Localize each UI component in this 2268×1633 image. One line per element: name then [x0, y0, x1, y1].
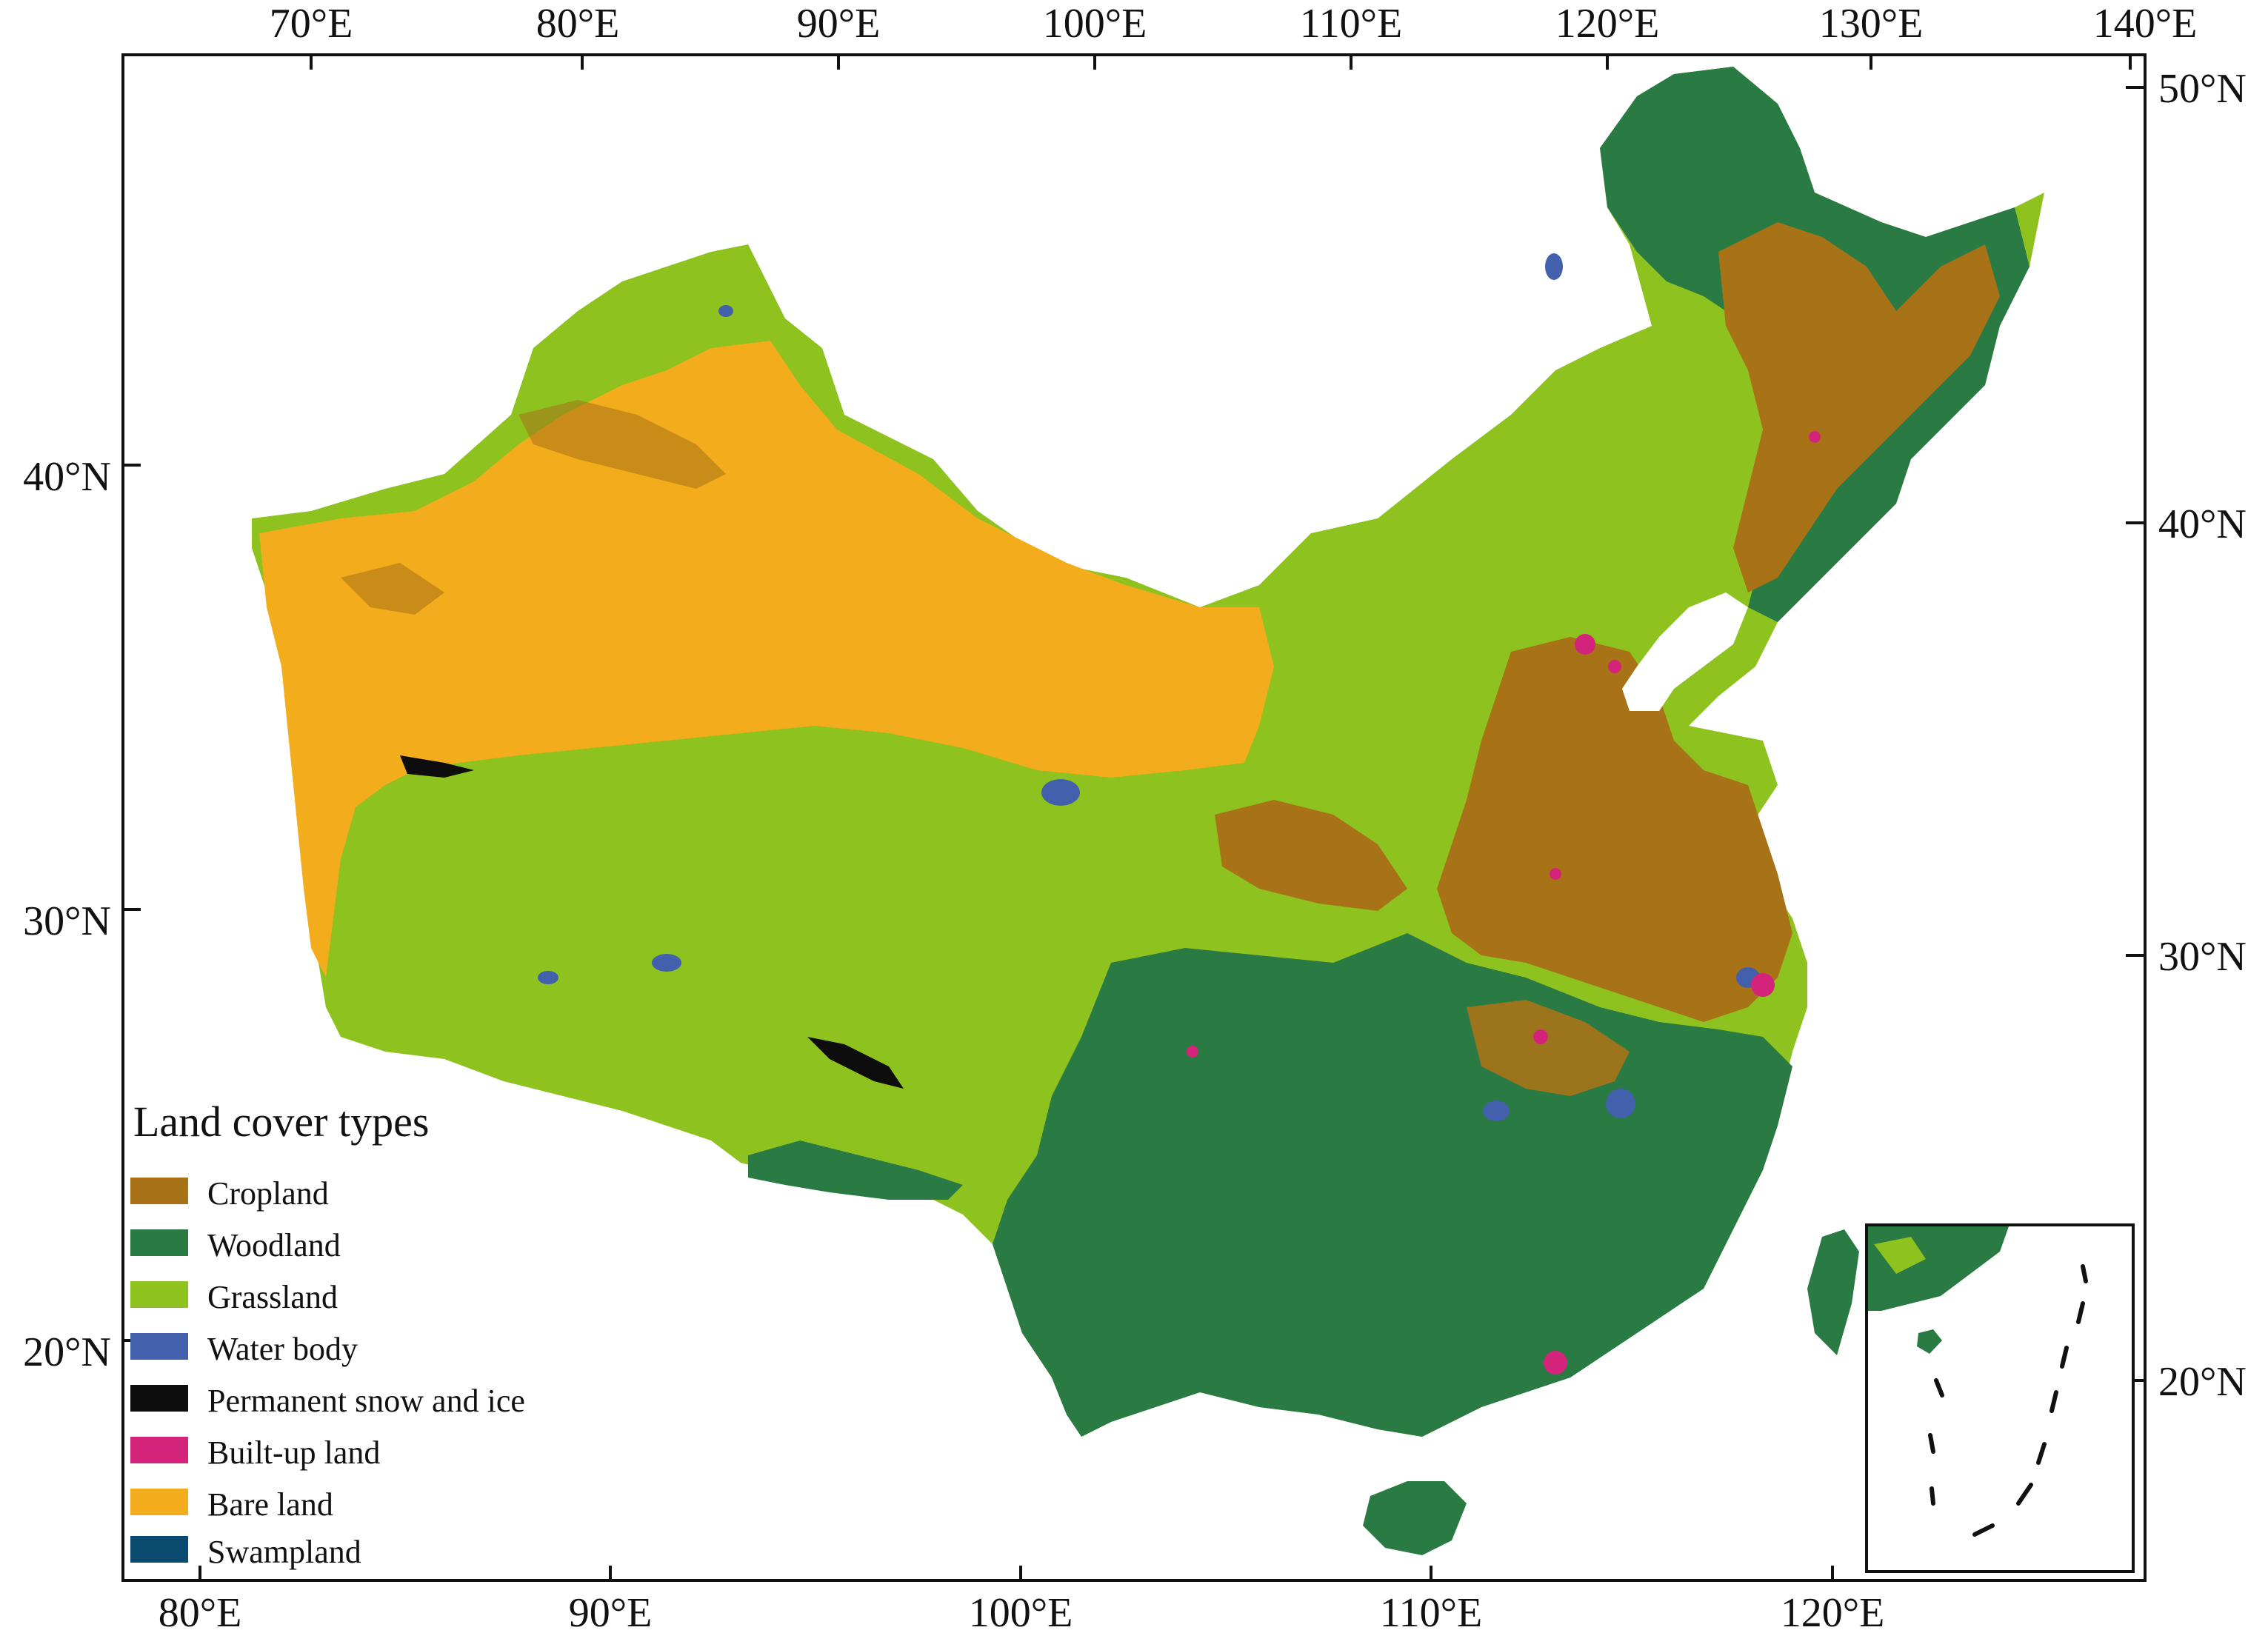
- top-tick-label: 120°E: [1555, 1, 1660, 47]
- top-tick-label: 90°E: [797, 1, 881, 47]
- region-hainan: [1363, 1481, 1467, 1555]
- right-tick-label: 40°N: [2158, 501, 2247, 547]
- legend-swatch: [130, 1385, 188, 1412]
- legend-swatch: [130, 1536, 188, 1563]
- legend-swatch: [130, 1437, 188, 1463]
- legend-label: Woodland: [207, 1227, 341, 1263]
- legend-title: Land cover types: [133, 1098, 429, 1146]
- region-bare-land-ridges: [341, 400, 726, 615]
- legend-label: Grassland: [207, 1279, 338, 1315]
- built-up-shenyang: [1809, 431, 1821, 443]
- left-tick-label: 40°N: [23, 454, 111, 500]
- legend-swatch: [130, 1281, 188, 1308]
- top-axis: 70°E 80°E 90°E 100°E 110°E 120°E 130°E 1…: [270, 1, 2198, 70]
- legend-item-cropland: Cropland: [130, 1175, 329, 1212]
- built-up-wuhan: [1533, 1029, 1548, 1044]
- legend-item-water-body: Water body: [130, 1331, 358, 1367]
- water-poyang: [1606, 1089, 1635, 1118]
- bottom-axis: 80°E 90°E 100°E 110°E 120°E: [159, 1566, 1885, 1633]
- water-xinjiang-lake: [718, 305, 733, 317]
- top-tick-label: 140°E: [2093, 1, 2198, 47]
- legend-label: Built-up land: [207, 1435, 380, 1471]
- built-up-shanghai: [1751, 973, 1775, 997]
- legend-swatch: [130, 1178, 188, 1204]
- legend-label: Bare land: [207, 1486, 333, 1523]
- legend-item-bare-land: Bare land: [130, 1486, 333, 1523]
- built-up-zhengzhou: [1550, 868, 1561, 880]
- legend-swatch: [130, 1229, 188, 1256]
- legend-label: Permanent snow and ice: [207, 1383, 525, 1419]
- inset-mainland-grass: [1874, 1237, 1926, 1274]
- legend-item-built-up: Built-up land: [130, 1435, 380, 1471]
- bottom-tick-label: 110°E: [1380, 1590, 1483, 1633]
- region-cropland-north-china: [1437, 637, 1792, 1022]
- legend: Land cover types Cropland Woodland Grass…: [130, 1098, 525, 1570]
- legend-swatch: [130, 1333, 188, 1360]
- region-grassland-north: [1274, 563, 1496, 741]
- region-cropland-northeast: [1718, 222, 2000, 592]
- built-up-chengdu: [1187, 1046, 1198, 1058]
- region-woodland-tibet-south: [748, 1141, 963, 1200]
- bottom-tick-label: 80°E: [159, 1590, 242, 1633]
- built-up-beijing: [1575, 634, 1595, 655]
- top-tick-label: 80°E: [536, 1, 620, 47]
- bottom-tick-label: 100°E: [969, 1590, 1073, 1633]
- top-tick-label: 110°E: [1300, 1, 1403, 47]
- region-bare-land: [259, 341, 1274, 978]
- legend-label: Water body: [207, 1331, 358, 1367]
- legend-label: Cropland: [207, 1175, 329, 1212]
- water-qinghai-lake: [1041, 779, 1080, 806]
- left-tick-label: 30°N: [23, 898, 111, 944]
- snow-ice-west-kunlun: [400, 755, 474, 778]
- snow-ice-himalaya: [807, 1037, 904, 1089]
- bottom-tick-label: 120°E: [1781, 1590, 1885, 1633]
- water-namtso: [652, 954, 681, 972]
- left-tick-label: 20°N: [23, 1329, 111, 1375]
- inset-nine-dash-line: [1928, 1264, 2088, 1537]
- top-tick-label: 130°E: [1819, 1, 1924, 47]
- built-up-guangzhou: [1544, 1351, 1567, 1375]
- region-taiwan: [1807, 1229, 1859, 1355]
- water-bohai-sea: [1622, 592, 1748, 711]
- top-tick-label: 100°E: [1043, 1, 1147, 47]
- region-cropland-loess: [1215, 800, 1407, 911]
- region-cropland-yangtze: [1467, 1000, 1630, 1096]
- left-axis: 40°N 30°N 20°N: [23, 454, 141, 1375]
- legend-item-swampland: Swampland: [130, 1534, 361, 1570]
- water-tibet-lake: [538, 971, 558, 984]
- water-hulun: [1545, 253, 1563, 280]
- bottom-tick-label: 90°E: [569, 1590, 653, 1633]
- inset-hainan: [1917, 1329, 1942, 1354]
- right-tick-label: 20°N: [2158, 1359, 2247, 1405]
- china-landmass: [252, 67, 2044, 1555]
- legend-item-grassland: Grassland: [130, 1279, 338, 1315]
- legend-label: Swampland: [207, 1534, 361, 1570]
- water-dongting: [1483, 1101, 1510, 1121]
- map-frame: [121, 53, 2147, 1582]
- right-tick-label: 30°N: [2158, 934, 2247, 980]
- built-up-tianjin: [1608, 660, 1621, 673]
- right-tick-label: 50°N: [2158, 66, 2247, 112]
- legend-item-woodland: Woodland: [130, 1227, 341, 1263]
- legend-swatch: [130, 1489, 188, 1515]
- south-china-sea-inset: [1865, 1223, 2135, 1573]
- legend-item-snow-ice: Permanent snow and ice: [130, 1383, 525, 1419]
- top-tick-label: 70°E: [270, 1, 353, 47]
